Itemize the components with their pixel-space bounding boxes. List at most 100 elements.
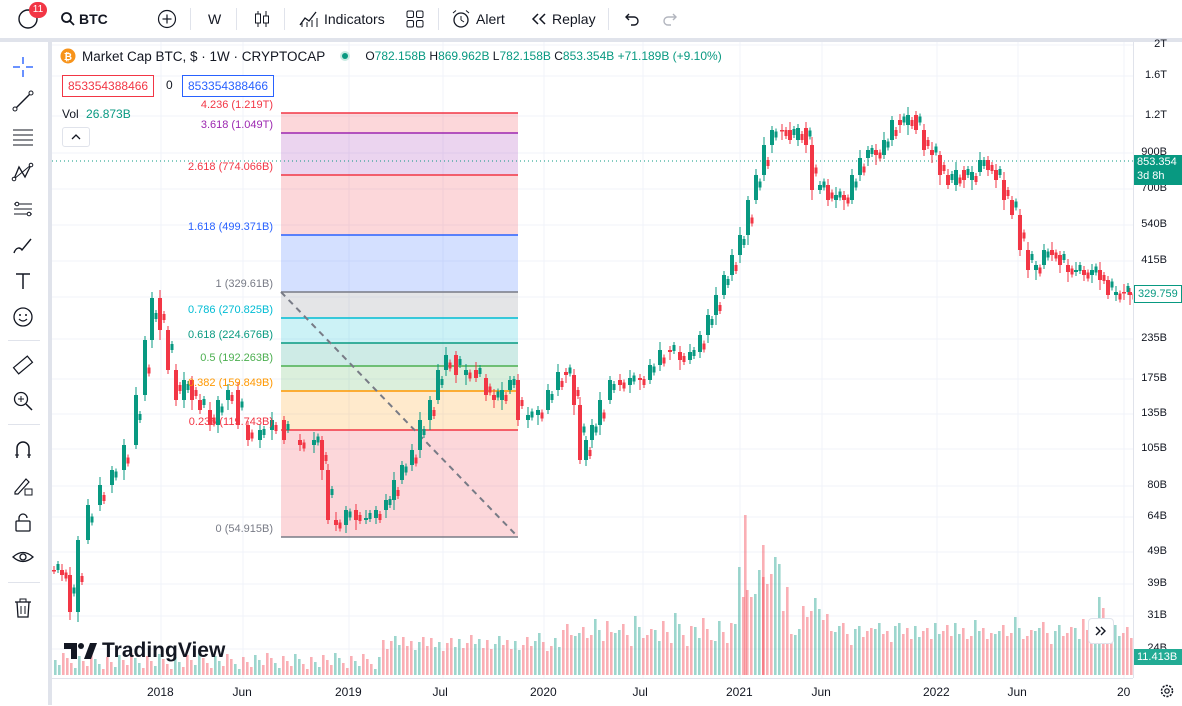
pattern-tool[interactable] [10, 160, 36, 186]
last-price-value: 853.354 [1137, 156, 1177, 168]
chart-type-button[interactable] [252, 0, 272, 38]
candle-body [1090, 270, 1094, 275]
compare-button[interactable] [156, 0, 178, 38]
volume-bar [862, 637, 865, 675]
stay-in-drawing-tool[interactable] [10, 473, 36, 499]
volume-bar [446, 643, 449, 675]
volume-bar [290, 666, 293, 675]
candle-body [914, 115, 918, 130]
forecast-tool[interactable] [10, 196, 36, 222]
collapse-legend-button[interactable] [62, 127, 90, 147]
volume-bar [738, 567, 741, 675]
projection-icon [14, 201, 32, 217]
volume-bar [870, 628, 873, 675]
volume-bar [846, 634, 849, 675]
candle-body [478, 368, 482, 374]
zoom-tool[interactable] [10, 388, 36, 414]
alert-button[interactable]: Alert [450, 0, 505, 38]
candle-body [526, 415, 530, 420]
measure-tool[interactable] [10, 352, 36, 378]
candle-body [414, 457, 418, 464]
candle-body [746, 200, 750, 235]
candle-body [578, 405, 582, 460]
volume-bar [86, 666, 89, 675]
volume-bar [730, 623, 733, 675]
value-box-left[interactable]: 853354388466 [62, 75, 155, 97]
volume-bar [918, 637, 921, 675]
volume-bar [534, 641, 537, 675]
volume-bar [306, 669, 309, 675]
volume-bar [1046, 633, 1049, 675]
volume-bar [754, 594, 757, 675]
crosshair-tool[interactable] [10, 54, 36, 80]
time-axis-label: Jul [432, 685, 448, 699]
candle-body [56, 564, 60, 570]
alarm-clock-icon [452, 10, 470, 28]
candle-body [1126, 286, 1130, 292]
candle-body [706, 315, 710, 335]
candle-body [512, 379, 516, 385]
brush-tool[interactable] [10, 232, 36, 258]
fib-level-label: 0 (54.915B) [215, 523, 273, 535]
magnet-tool[interactable] [10, 437, 36, 463]
volume-bar [970, 636, 973, 675]
volume-bar [934, 623, 937, 675]
candle-body [170, 344, 174, 350]
redo-button[interactable] [660, 0, 680, 38]
volume-legend: Vol 26.873B [62, 107, 131, 121]
text-tool[interactable] [10, 268, 36, 294]
candle-body [1094, 266, 1098, 273]
candle-body [320, 440, 324, 470]
candle-body [910, 120, 914, 126]
value-box-right[interactable]: 853354388466 [182, 75, 275, 97]
text-icon [16, 273, 30, 289]
volume-bar [570, 635, 573, 675]
scroll-to-realtime-button[interactable] [1088, 618, 1114, 644]
volume-bar [178, 662, 181, 675]
emoji-tool[interactable] [10, 304, 36, 330]
volume-bar [502, 645, 505, 675]
candle-body [60, 570, 64, 575]
indicators-icon [299, 11, 318, 27]
remove-drawings-tool[interactable] [10, 595, 36, 621]
candle-body [428, 400, 432, 420]
replay-button[interactable]: Replay [530, 0, 596, 38]
volume-bar [250, 667, 253, 675]
fib-tool[interactable] [10, 124, 36, 150]
candle-body [648, 365, 652, 380]
fib-zone [281, 113, 518, 133]
candle-body [190, 380, 194, 400]
volume-bar [418, 642, 421, 675]
layouts-button[interactable] [405, 0, 425, 38]
volume-bar [954, 623, 957, 675]
candle-body [102, 495, 106, 501]
indicators-button[interactable]: Indicators [298, 0, 385, 38]
time-axis[interactable]: 2018 Jun 2019 Jul 2020 Jul 2021 Jun 2022 Jun 20 [52, 678, 1133, 706]
candle-body [822, 181, 826, 188]
close-value: 853.354B [562, 49, 615, 63]
undo-button[interactable] [622, 0, 642, 38]
volume-bar [458, 639, 461, 675]
symbol-search-button[interactable]: BTC [60, 0, 108, 38]
interval-button[interactable]: W [208, 11, 222, 27]
settings-button[interactable] [1155, 679, 1179, 703]
candle-body [504, 395, 508, 401]
candle-body [516, 380, 520, 420]
hide-drawings-tool[interactable] [10, 544, 36, 570]
volume-bar [242, 657, 245, 675]
price-axis[interactable]: 2T1.6T1.2T900B700B540B415B315B235B175B13… [1133, 38, 1182, 678]
volume-bar [414, 650, 417, 675]
candle-body [316, 436, 320, 443]
candle-body [540, 412, 544, 419]
volume-bar [702, 618, 705, 675]
trendline-tool[interactable] [10, 88, 36, 114]
candle-body [162, 314, 166, 320]
volume-bar [210, 668, 213, 675]
fib-trend-line [280, 291, 519, 538]
lock-drawings-tool[interactable] [10, 509, 36, 535]
candle-body [198, 400, 202, 410]
fib-level-label: 0.5 (192.263B) [200, 352, 273, 364]
candle-body [638, 378, 642, 380]
symbol-title[interactable]: Market Cap BTC, $ · 1W · CRYPTOCAP [82, 48, 326, 64]
